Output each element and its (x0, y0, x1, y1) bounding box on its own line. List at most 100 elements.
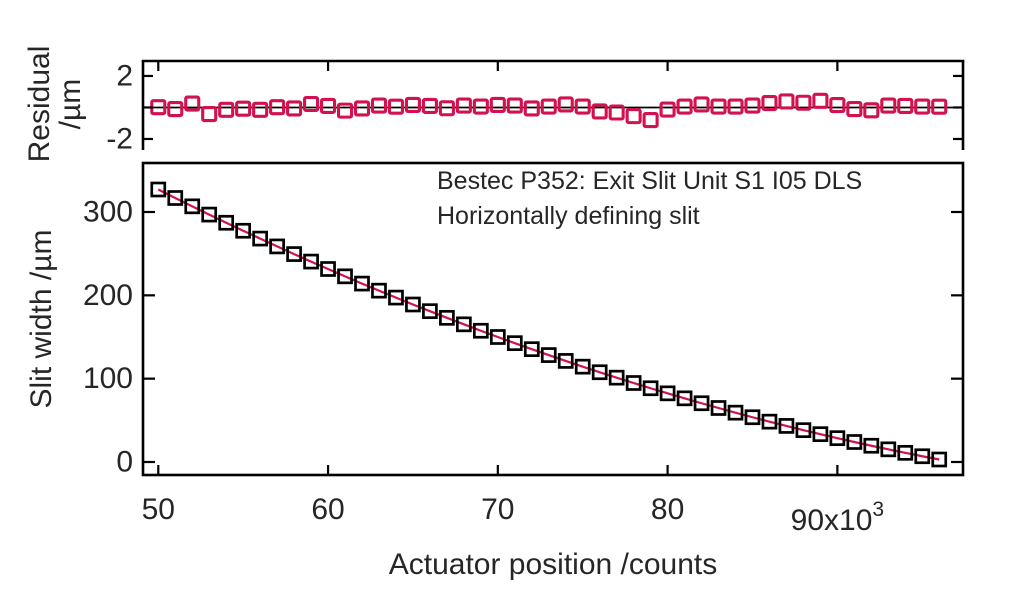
slit-width-marker (388, 289, 404, 306)
slit-width-marker (914, 448, 931, 465)
residual-marker (387, 98, 405, 115)
x-tick-label: 70 (481, 493, 514, 526)
residual-y-axis-label-line2: /µm (54, 78, 87, 130)
slit-width-marker (608, 369, 625, 386)
slit-width-marker (625, 375, 642, 391)
residual-marker (370, 97, 388, 114)
annotation-line-2: Horizontally defining slit (437, 202, 700, 230)
main-y-tick-label: 200 (83, 279, 133, 312)
slit-width-marker (931, 451, 948, 468)
slit-width-marker (659, 385, 676, 402)
residual-y-axis-label-line1: Residual (23, 45, 56, 163)
slit-width-marker (286, 246, 302, 262)
slit-width-marker (489, 329, 506, 345)
slit-width-marker (829, 430, 846, 447)
slit-width-marker (506, 335, 523, 352)
slit-width-marker (795, 422, 812, 439)
residual-marker (778, 93, 795, 110)
residual-marker (540, 98, 557, 115)
annotation-line-1: Bestec P352: Exit Slit Unit S1 I05 DLS (437, 167, 863, 195)
residual-marker (897, 97, 914, 114)
slit-width-marker (540, 347, 557, 363)
residual-marker (421, 97, 438, 114)
residual-marker (829, 97, 846, 114)
slit-width-marker (303, 253, 319, 270)
x-tick-label: 80 (651, 493, 684, 526)
slit-width-marker (456, 316, 472, 333)
slit-width-marker (405, 296, 421, 313)
slit-width-marker (880, 441, 897, 458)
residual-marker (489, 96, 506, 113)
residual-marker (201, 106, 218, 123)
slit-width-marker (846, 434, 863, 450)
slit-width-marker (252, 230, 268, 247)
main-y-tick-label: 0 (116, 446, 133, 479)
slit-width-marker (744, 409, 761, 426)
slit-width-marker (727, 404, 744, 421)
slit-width-marker (472, 322, 489, 339)
residual-marker (455, 97, 472, 114)
slit-width-marker (591, 364, 608, 381)
slit-width-marker (761, 413, 778, 430)
main-y-tick-label: 100 (83, 362, 133, 395)
residual-marker (574, 98, 591, 115)
residual-marker (404, 96, 421, 113)
residual-marker (184, 95, 201, 112)
slit-width-marker (897, 444, 914, 461)
slit-width-marker (320, 261, 336, 277)
residual-marker (235, 100, 252, 117)
residual-y-tick-label: -2 (106, 122, 133, 155)
residual-marker (269, 99, 286, 116)
residual-marker (557, 96, 574, 113)
slit-width-marker (863, 437, 880, 454)
residual-marker (625, 108, 642, 125)
slit-width-marker (642, 380, 659, 397)
residual-marker (252, 101, 269, 118)
slit-width-marker (150, 181, 167, 198)
slit-width-marker (218, 214, 235, 231)
residual-marker (914, 98, 931, 115)
slit-width-marker (710, 400, 727, 416)
residual-marker (320, 97, 337, 114)
slit-width-marker (574, 358, 591, 375)
residual-marker (761, 95, 778, 112)
x-axis-label: Actuator position /counts (388, 548, 718, 581)
residual-marker (812, 92, 829, 109)
residual-y-tick-label: 2 (116, 59, 133, 92)
slit-width-marker (235, 222, 252, 239)
residual-marker (863, 102, 880, 119)
residual-marker (693, 96, 710, 113)
residual-marker (506, 97, 523, 114)
slit-width-marker (184, 198, 201, 215)
main-y-axis-label: Slit width /µm (25, 229, 58, 409)
residual-marker (303, 95, 320, 113)
residual-marker (676, 98, 693, 115)
residual-marker (659, 101, 676, 118)
residual-marker (795, 94, 812, 111)
residual-marker (472, 98, 489, 115)
residual-marker (591, 103, 608, 120)
residual-marker (218, 101, 235, 118)
slit-width-marker (337, 268, 353, 285)
slit-width-marker (523, 341, 540, 358)
x-tick-label: 60 (311, 493, 344, 526)
residual-marker (167, 100, 184, 118)
slit-width-marker (439, 309, 455, 326)
x-tick-label: 50 (142, 493, 175, 526)
slit-width-marker (812, 426, 829, 443)
residual-marker (608, 104, 625, 121)
residual-marker (710, 98, 727, 115)
residual-marker (846, 100, 863, 118)
main-y-tick-label: 300 (83, 196, 133, 229)
slit-width-marker (422, 303, 438, 320)
residual-marker (353, 100, 371, 117)
slit-width-marker (557, 353, 574, 369)
residual-marker (727, 98, 744, 115)
residual-marker (880, 97, 897, 114)
slit-width-marker (778, 418, 795, 434)
residual-marker (286, 100, 303, 117)
residual-marker (438, 100, 455, 117)
slit-width-marker (693, 395, 710, 412)
main-panel-frame (141, 161, 965, 477)
slit-width-marker (167, 190, 184, 206)
